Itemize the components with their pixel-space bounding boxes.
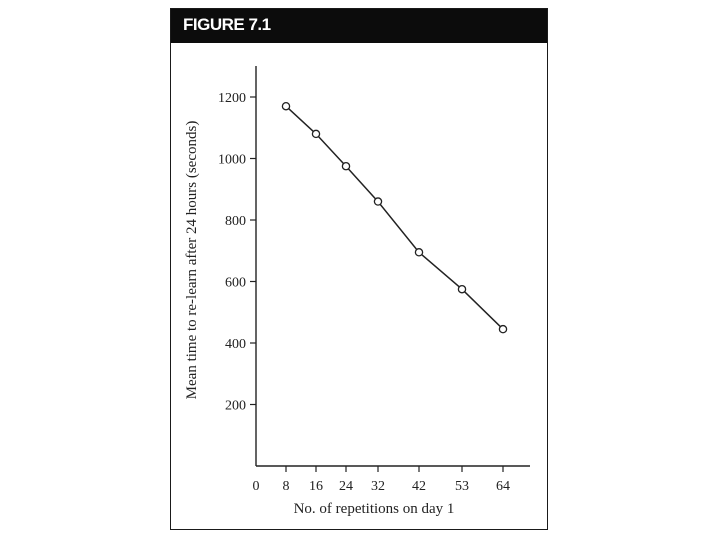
data-point: [457, 284, 467, 294]
series-group: [281, 101, 508, 334]
x-tick-label: 42: [412, 479, 426, 494]
data-point: [311, 129, 321, 139]
x-tick-label: 32: [371, 479, 385, 494]
x-tick-label: 0: [253, 479, 260, 494]
series-line: [285, 105, 504, 330]
x-tick-label: 8: [283, 479, 290, 494]
y-tick-label: 600: [225, 276, 246, 291]
y-tick-label: 800: [225, 214, 246, 229]
data-point: [373, 197, 383, 206]
x-tick-label: 53: [455, 479, 469, 494]
data-point: [414, 248, 424, 257]
figure-frame: FIGURE 7.1: [170, 8, 548, 530]
x-tick-label: 16: [309, 479, 323, 494]
y-ticks: 200 400 600 800 1000 1200: [218, 91, 256, 414]
x-ticks: 0 8 16 24 32 42 53 64: [253, 466, 510, 494]
data-point: [341, 161, 351, 171]
x-tick-label: 64: [496, 479, 510, 494]
figure-title: FIGURE 7.1: [183, 15, 271, 34]
y-axis-title: Mean time to re-learn after 24 hours (se…: [184, 121, 200, 400]
figure-header: FIGURE 7.1: [171, 9, 547, 43]
y-tick-label: 1000: [218, 153, 246, 168]
chart-axes: [255, 66, 530, 467]
y-tick-label: 200: [225, 399, 246, 414]
x-tick-label: 24: [339, 479, 353, 494]
data-point: [281, 101, 291, 111]
x-axis-title: No. of repetitions on day 1: [294, 501, 455, 517]
y-tick-label: 400: [225, 337, 246, 352]
data-point: [498, 324, 508, 334]
y-tick-label: 1200: [218, 91, 246, 106]
